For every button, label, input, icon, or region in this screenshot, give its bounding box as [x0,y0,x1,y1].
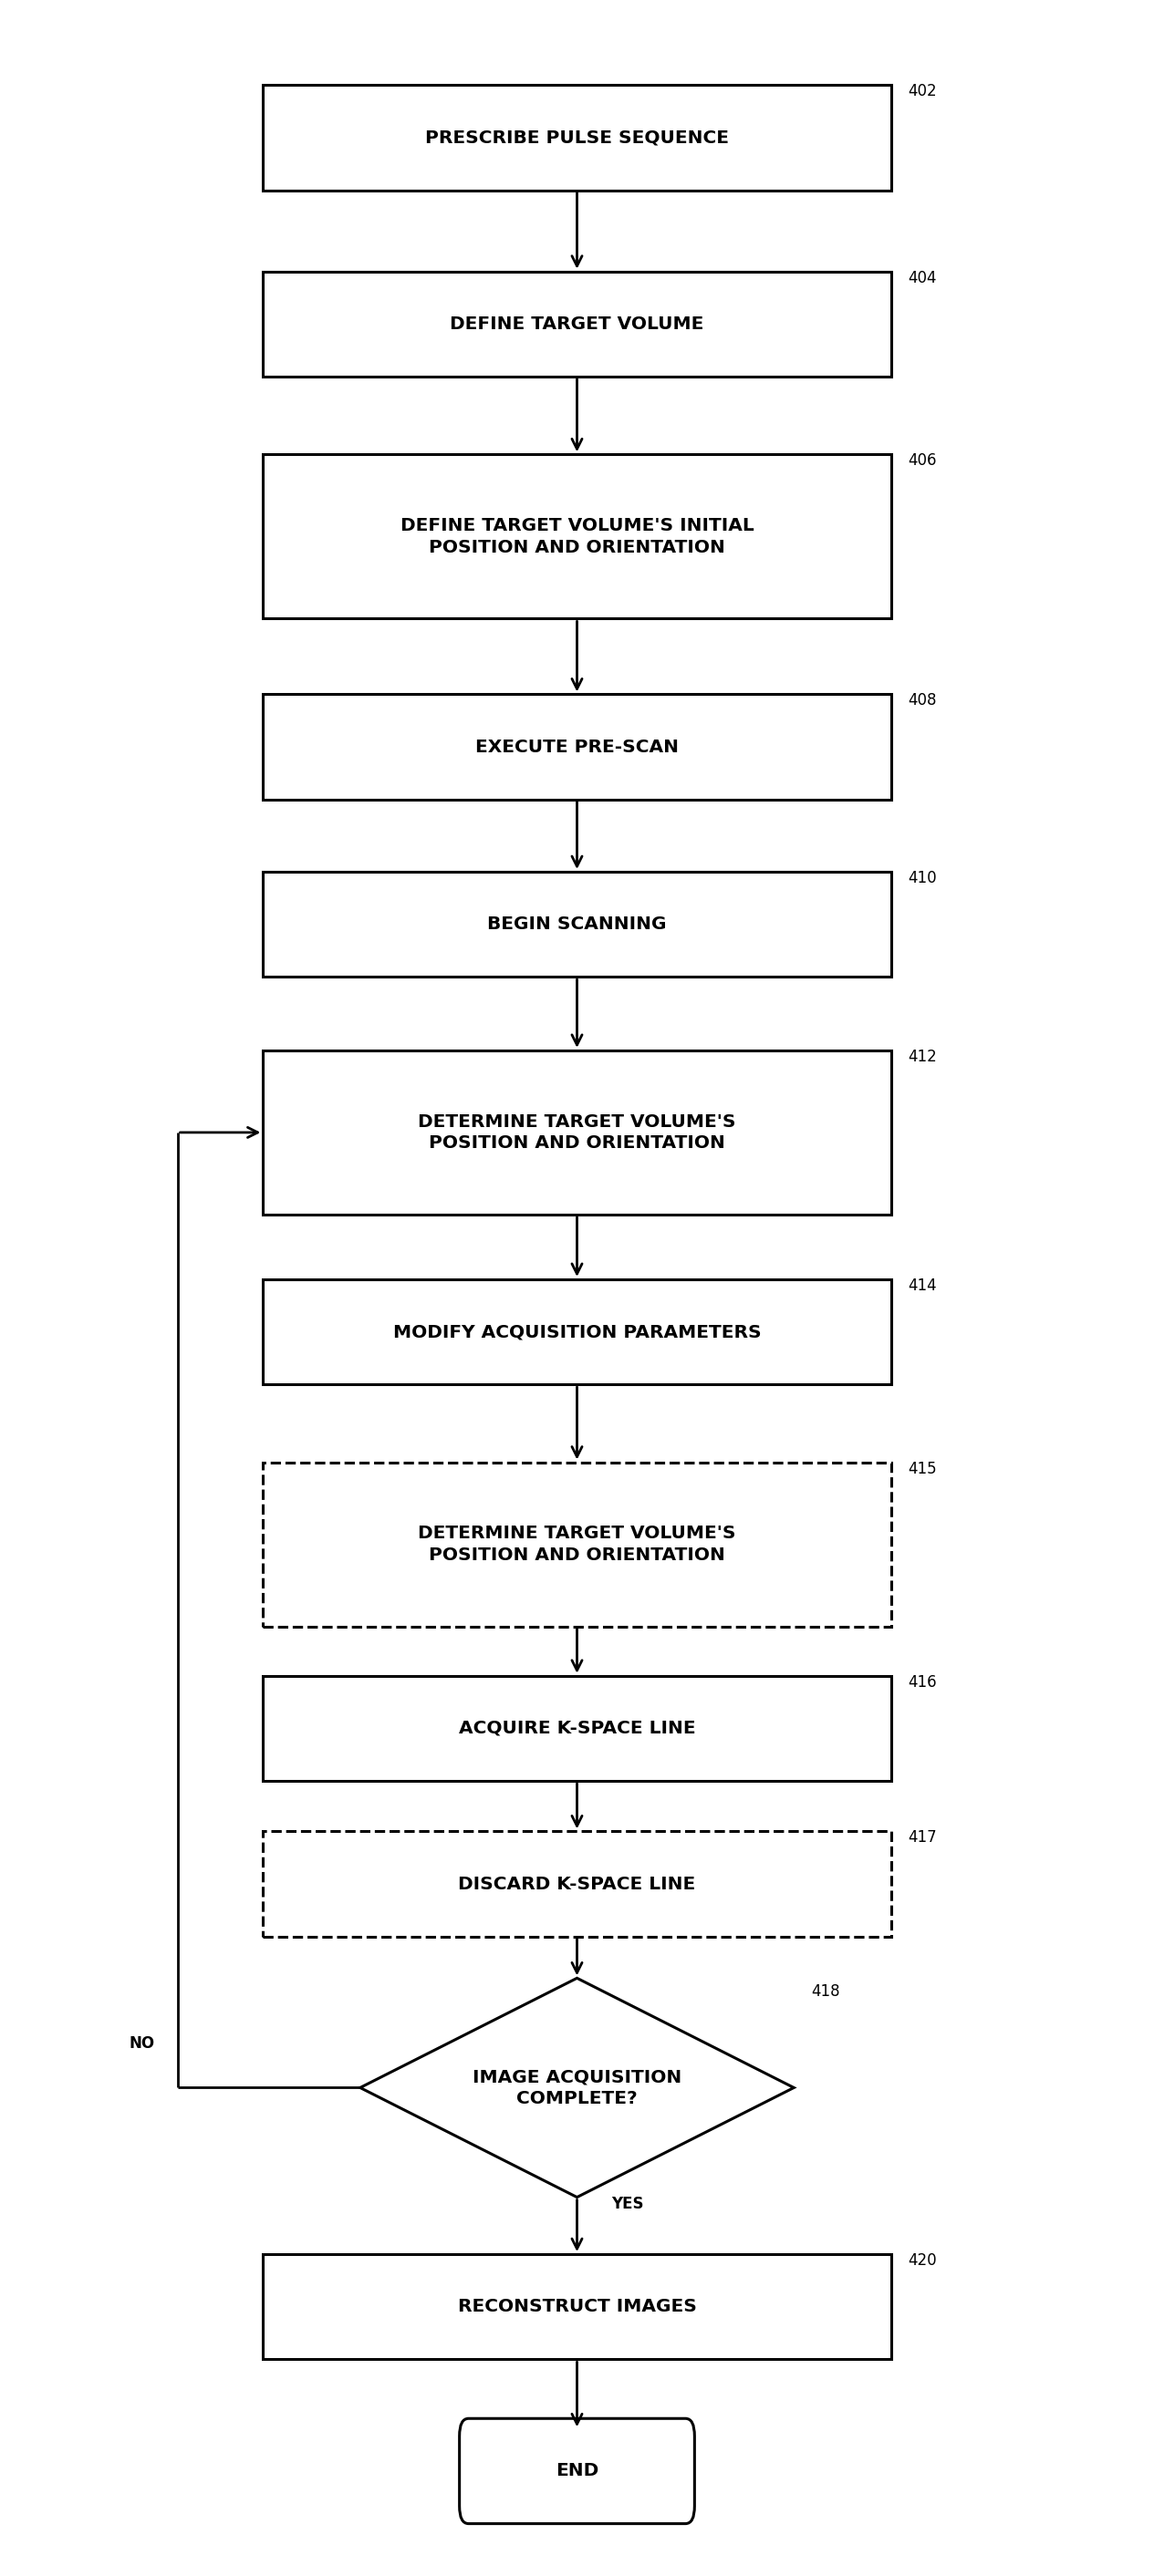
Bar [263,1463,891,1625]
FancyBboxPatch shape [459,2419,695,2524]
Text: NO: NO [129,2035,155,2053]
Text: MODIFY ACQUISITION PARAMETERS: MODIFY ACQUISITION PARAMETERS [392,1324,762,1340]
Text: PRESCRIBE PULSE SEQUENCE: PRESCRIBE PULSE SEQUENCE [425,129,729,147]
Text: END: END [555,2463,599,2481]
Text: DETERMINE TARGET VOLUME'S
POSITION AND ORIENTATION: DETERMINE TARGET VOLUME'S POSITION AND O… [418,1113,736,1151]
Text: DETERMINE TARGET VOLUME'S
POSITION AND ORIENTATION: DETERMINE TARGET VOLUME'S POSITION AND O… [418,1525,736,1564]
Text: DEFINE TARGET VOLUME'S INITIAL
POSITION AND ORIENTATION: DEFINE TARGET VOLUME'S INITIAL POSITION … [400,518,754,556]
Bar [263,1051,891,1216]
Text: 415: 415 [908,1461,937,1476]
Text: DISCARD K-SPACE LINE: DISCARD K-SPACE LINE [458,1875,696,1893]
Bar [263,1832,891,1937]
Text: BEGIN SCANNING: BEGIN SCANNING [487,914,667,933]
Bar [263,1677,891,1780]
Bar [263,1280,891,1383]
Bar [263,453,891,618]
Text: 412: 412 [908,1048,937,1064]
Bar [263,2254,891,2360]
Text: YES: YES [612,2195,644,2213]
Text: 402: 402 [908,82,937,100]
Text: 408: 408 [908,693,937,708]
Text: 404: 404 [908,270,937,286]
Text: 418: 418 [811,1984,840,1999]
Text: 417: 417 [908,1829,937,1847]
Text: ACQUIRE K-SPACE LINE: ACQUIRE K-SPACE LINE [458,1721,696,1736]
Text: 406: 406 [908,453,937,469]
Text: 416: 416 [908,1674,937,1690]
Text: DEFINE TARGET VOLUME: DEFINE TARGET VOLUME [450,314,704,332]
Text: IMAGE ACQUISITION
COMPLETE?: IMAGE ACQUISITION COMPLETE? [472,2069,682,2107]
Polygon shape [360,1978,794,2197]
Bar [263,696,891,799]
Text: 414: 414 [908,1278,937,1293]
Bar [263,85,891,191]
Bar [263,871,891,976]
Text: EXECUTE PRE-SCAN: EXECUTE PRE-SCAN [475,739,679,755]
Text: RECONSTRUCT IMAGES: RECONSTRUCT IMAGES [457,2298,697,2316]
Bar [263,270,891,376]
Text: 420: 420 [908,2251,937,2269]
Text: 410: 410 [908,871,937,886]
